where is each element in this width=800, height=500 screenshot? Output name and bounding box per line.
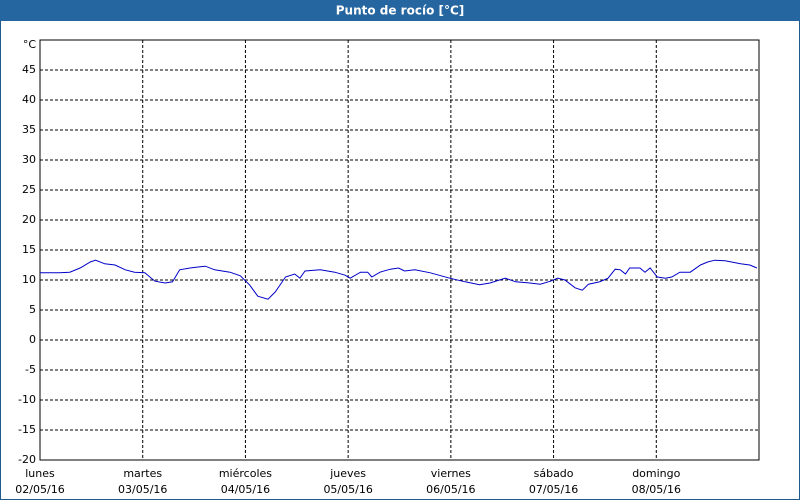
y-tick-label: 45 [22,63,36,76]
x-tick-date: 03/05/16 [118,483,167,496]
y-tick-label: 0 [29,333,36,346]
y-tick-label: 25 [22,183,36,196]
x-tick-label: martes [123,467,162,480]
x-tick-date: 04/05/16 [221,483,270,496]
y-tick-label: 40 [22,93,36,106]
plot-area [39,39,760,461]
y-tick-label: 5 [29,303,36,316]
data-line [40,259,758,300]
y-tick-label: -5 [25,363,36,376]
title-bar [0,0,800,21]
plot-border [39,39,760,461]
x-tick-label: sábado [534,467,574,480]
y-tick-label: 10 [22,273,36,286]
x-tick-label: domingo [632,467,680,480]
y-tick-label: -20 [18,453,36,466]
x-tick-date: 06/05/16 [426,483,475,496]
y-tick-label: -15 [18,423,36,436]
x-tick-label: viernes [431,467,471,480]
y-tick-label: °C [23,38,37,51]
x-tick-date: 08/05/16 [632,483,681,496]
x-tick-date: 05/05/16 [323,483,372,496]
x-tick-label: miércoles [219,467,272,480]
y-tick-label: 15 [22,243,36,256]
chart-title: Punto de rocío [°C] [336,4,465,18]
x-tick-label: jueves [329,467,366,480]
y-tick-label: -10 [18,393,36,406]
x-tick-date: 02/05/16 [15,483,64,496]
x-tick-label: lunes [25,467,55,480]
y-tick-label: 30 [22,153,36,166]
y-tick-label: 35 [22,123,36,136]
y-tick-label: 20 [22,213,36,226]
x-tick-date: 07/05/16 [529,483,578,496]
